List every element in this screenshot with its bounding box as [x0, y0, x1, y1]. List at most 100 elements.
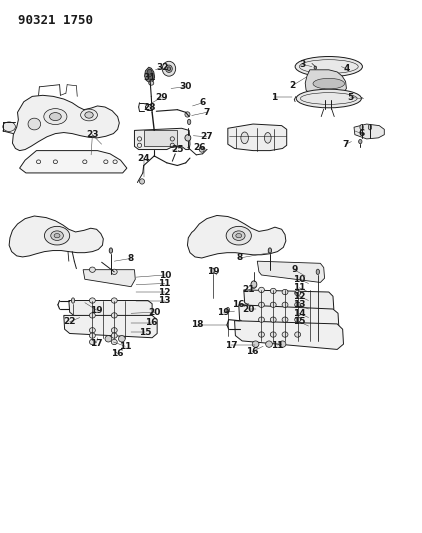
Polygon shape [13, 95, 119, 151]
Text: 18: 18 [191, 320, 204, 329]
Ellipse shape [233, 231, 245, 240]
Text: 16: 16 [246, 347, 258, 356]
Ellipse shape [259, 317, 265, 322]
Text: 1: 1 [271, 93, 277, 102]
Ellipse shape [226, 308, 230, 313]
Ellipse shape [295, 290, 300, 296]
Ellipse shape [140, 179, 145, 184]
Ellipse shape [89, 340, 95, 345]
Ellipse shape [109, 248, 113, 253]
Ellipse shape [119, 336, 125, 342]
Text: 8: 8 [127, 254, 133, 263]
Text: 23: 23 [86, 130, 99, 139]
Ellipse shape [49, 112, 61, 120]
Ellipse shape [111, 298, 117, 303]
Ellipse shape [162, 61, 176, 76]
Ellipse shape [111, 328, 117, 333]
Ellipse shape [314, 66, 316, 69]
Text: 14: 14 [293, 309, 306, 318]
Polygon shape [64, 316, 157, 338]
Ellipse shape [313, 78, 344, 89]
Ellipse shape [85, 112, 93, 118]
Text: 19: 19 [217, 308, 230, 317]
Polygon shape [83, 270, 135, 287]
Ellipse shape [81, 109, 97, 121]
Ellipse shape [226, 227, 252, 245]
Text: 11: 11 [159, 279, 171, 288]
Text: 22: 22 [63, 317, 76, 326]
Text: 10: 10 [159, 271, 171, 279]
Ellipse shape [282, 289, 288, 295]
Ellipse shape [252, 341, 259, 348]
Ellipse shape [295, 332, 300, 337]
Ellipse shape [89, 328, 95, 333]
Text: 3: 3 [300, 60, 306, 69]
Text: 4: 4 [343, 64, 349, 73]
Text: 8: 8 [236, 254, 243, 262]
Ellipse shape [271, 332, 276, 337]
Ellipse shape [282, 302, 288, 308]
Ellipse shape [89, 267, 95, 272]
Text: 28: 28 [143, 102, 156, 111]
Text: 2: 2 [289, 81, 295, 90]
Polygon shape [135, 128, 190, 150]
Ellipse shape [316, 269, 319, 274]
Text: 11: 11 [293, 283, 306, 292]
Ellipse shape [44, 227, 70, 245]
Text: 32: 32 [157, 63, 169, 71]
Text: 15: 15 [139, 328, 151, 337]
Ellipse shape [296, 89, 361, 108]
Ellipse shape [282, 317, 288, 322]
Text: 19: 19 [90, 305, 103, 314]
Ellipse shape [89, 333, 95, 338]
Text: 7: 7 [203, 108, 210, 117]
Text: 30: 30 [180, 82, 192, 91]
Text: 17: 17 [90, 338, 103, 348]
Ellipse shape [295, 317, 300, 322]
Polygon shape [305, 70, 346, 98]
Text: 17: 17 [225, 341, 238, 350]
Text: 11: 11 [271, 341, 284, 350]
Ellipse shape [28, 118, 41, 130]
Ellipse shape [295, 56, 362, 77]
Text: 25: 25 [171, 145, 184, 154]
Text: 13: 13 [159, 296, 171, 305]
Ellipse shape [111, 333, 117, 338]
Ellipse shape [265, 133, 271, 143]
Ellipse shape [71, 298, 75, 303]
Polygon shape [239, 305, 339, 333]
Text: 16: 16 [111, 349, 124, 358]
Polygon shape [9, 216, 103, 257]
Polygon shape [187, 215, 286, 258]
Text: 27: 27 [200, 132, 213, 141]
Text: 16: 16 [233, 300, 245, 309]
Ellipse shape [111, 269, 117, 274]
Text: 90321 1750: 90321 1750 [18, 14, 92, 27]
Ellipse shape [251, 281, 257, 288]
Polygon shape [244, 290, 334, 313]
Ellipse shape [111, 313, 117, 318]
Ellipse shape [271, 288, 276, 294]
Text: 26: 26 [193, 143, 206, 152]
Ellipse shape [368, 125, 372, 130]
Polygon shape [69, 301, 152, 320]
Ellipse shape [241, 132, 249, 144]
Ellipse shape [236, 233, 242, 238]
Text: 19: 19 [207, 268, 220, 276]
Ellipse shape [111, 340, 117, 345]
Ellipse shape [54, 233, 60, 238]
Text: 11: 11 [119, 342, 131, 351]
Text: 10: 10 [293, 274, 306, 284]
Ellipse shape [295, 302, 300, 308]
Ellipse shape [259, 332, 265, 337]
Ellipse shape [359, 140, 362, 144]
Ellipse shape [149, 81, 154, 85]
Ellipse shape [185, 112, 190, 117]
Ellipse shape [259, 287, 265, 293]
Ellipse shape [89, 313, 95, 318]
Ellipse shape [165, 65, 172, 72]
Text: 12: 12 [293, 292, 306, 301]
Ellipse shape [3, 122, 16, 132]
Text: 12: 12 [159, 287, 171, 296]
Polygon shape [228, 124, 287, 151]
